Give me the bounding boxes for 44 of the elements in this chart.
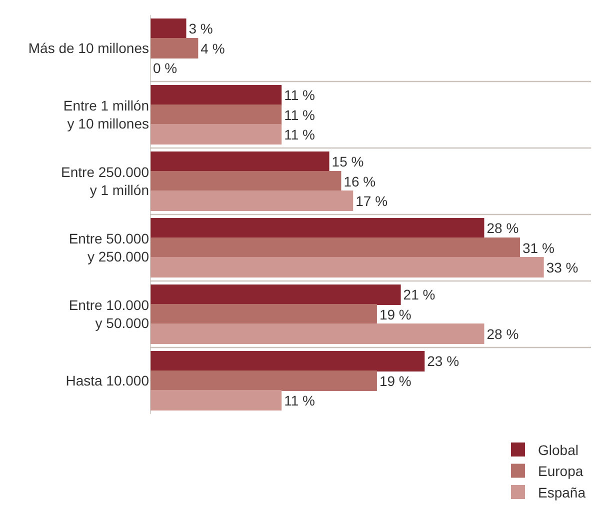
data-label: 31 % — [522, 240, 554, 256]
bar — [150, 390, 282, 411]
bar — [150, 238, 520, 258]
bar — [150, 104, 282, 125]
data-label: 16 % — [344, 173, 376, 190]
data-label: 11 % — [284, 87, 315, 104]
data-label: 21 % — [403, 286, 436, 303]
bar — [150, 370, 377, 391]
bar — [150, 324, 484, 344]
y-tick-label: Hasta 10.000 — [66, 372, 150, 389]
data-label: 11 % — [284, 392, 315, 408]
y-tick-label: Entre 1 millón y 10 millones — [63, 98, 149, 132]
bar — [150, 257, 544, 278]
bar — [150, 284, 401, 305]
data-label: 19 % — [379, 306, 412, 322]
bar — [150, 218, 484, 238]
bar — [150, 190, 354, 212]
data-label: 0 % — [153, 60, 178, 76]
legend-label: Global — [538, 442, 578, 458]
bar — [150, 304, 377, 324]
bar — [150, 151, 330, 172]
data-label: 4 % — [200, 40, 225, 56]
data-label: 15 % — [332, 154, 364, 170]
bar — [150, 171, 342, 192]
bar — [150, 124, 282, 145]
legend-label: Europa — [538, 463, 584, 480]
data-label: 11 % — [284, 106, 315, 123]
bar — [150, 38, 198, 58]
data-label: 28 % — [486, 326, 519, 342]
y-tick-label: Más de 10 millones — [28, 40, 149, 56]
data-label: 19 % — [379, 372, 412, 389]
legend-label: España — [538, 484, 586, 500]
data-label: 17 % — [356, 192, 388, 209]
bar — [150, 18, 186, 39]
y-tick-label: Entre 10.000 y 50.000 — [68, 297, 150, 332]
bar — [150, 84, 282, 106]
bar — [150, 350, 425, 372]
y-tick-label: Entre 250.000 y 1 millón — [61, 164, 150, 198]
data-label: 11 % — [284, 126, 315, 142]
y-tick-label: Entre 50.000 y 250.000 — [68, 230, 150, 265]
data-label: 3 % — [188, 20, 213, 37]
data-label: 28 % — [486, 220, 519, 236]
data-label: 33 % — [546, 259, 578, 276]
data-label: 23 % — [427, 353, 460, 370]
